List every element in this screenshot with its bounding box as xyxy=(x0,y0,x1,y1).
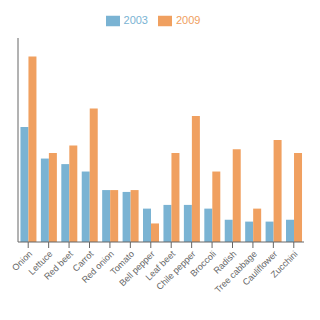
svg-text:Tree cabbage: Tree cabbage xyxy=(212,248,259,295)
svg-text:Red onion: Red onion xyxy=(79,248,116,285)
svg-text:Broccoli: Broccoli xyxy=(188,249,218,279)
svg-text:Cauliflower: Cauliflower xyxy=(240,248,280,288)
svg-text:Tomato: Tomato xyxy=(108,248,137,277)
svg-text:Leaf beet: Leaf beet xyxy=(143,248,178,283)
svg-text:Carrot: Carrot xyxy=(70,248,96,274)
svg-text:Bell pepper: Bell pepper xyxy=(117,248,157,289)
html-text:2003: 2003 xyxy=(123,14,148,26)
svg-text:Zucchini: Zucchini xyxy=(269,249,300,280)
html-text:2009: 2009 xyxy=(176,14,201,26)
svg-text:Radish: Radish xyxy=(211,248,239,276)
svg-text:Chile pepper: Chile pepper xyxy=(154,248,198,292)
svg-text:Lettuce: Lettuce xyxy=(26,248,55,277)
svg-text:Onion: Onion xyxy=(10,248,35,273)
svg-text:Red beet: Red beet xyxy=(42,249,75,282)
